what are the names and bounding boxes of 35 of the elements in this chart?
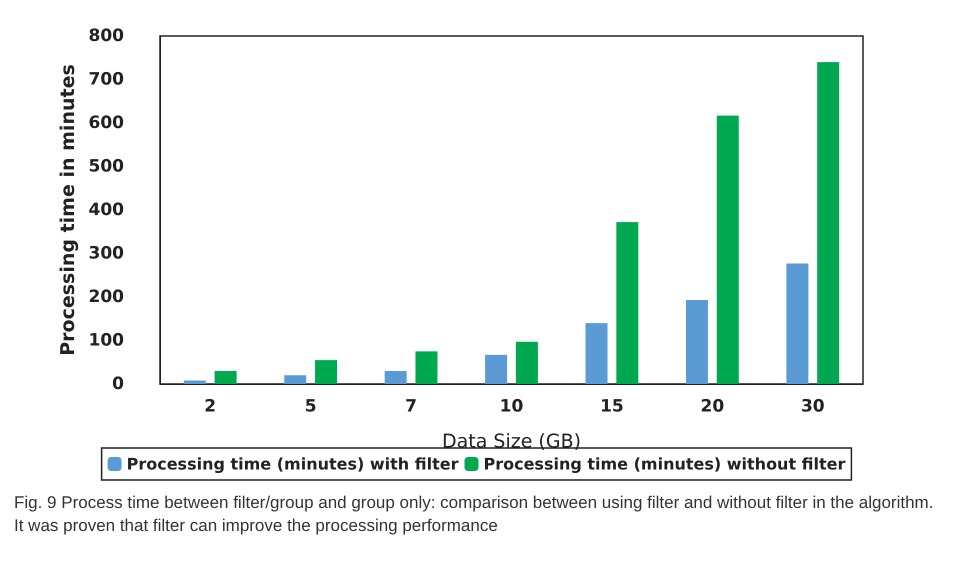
x-tick-label: 2 xyxy=(204,396,216,416)
legend-label: Processing time (minutes) with filter xyxy=(126,454,459,474)
legend-label: Processing time (minutes) without filter xyxy=(483,454,846,474)
y-tick-label: 700 xyxy=(88,70,124,90)
caption: Fig. 9 Process time between filter/group and group only: comparison between using filter and without filter in the algorithm. It was proven that filter can improve the processing performance xyxy=(14,492,934,537)
y-tick-label: 400 xyxy=(88,200,124,220)
x-axis-title: Data Size (GB) xyxy=(442,430,582,452)
y-tick-label: 600 xyxy=(88,113,124,133)
bar xyxy=(315,360,338,384)
x-tick-label: 15 xyxy=(600,396,624,416)
x-tick-label: 10 xyxy=(500,396,524,416)
bar xyxy=(516,342,538,384)
bar xyxy=(586,323,608,384)
bar xyxy=(284,375,306,384)
x-tick-label: 30 xyxy=(800,396,825,416)
bar xyxy=(184,380,206,384)
y-tick-label: 500 xyxy=(88,156,124,176)
bar xyxy=(384,370,407,384)
bar xyxy=(616,222,638,384)
bar xyxy=(817,62,840,384)
y-tick-label: 300 xyxy=(88,244,124,264)
bar xyxy=(786,264,808,384)
y-tick-label: 0 xyxy=(112,374,124,394)
bar xyxy=(485,354,508,384)
y-tick-label: 800 xyxy=(88,26,124,46)
y-tick-label: 200 xyxy=(88,287,124,307)
x-tick-label: 5 xyxy=(304,396,317,416)
bar xyxy=(415,351,438,384)
x-tick-label: 7 xyxy=(405,396,417,416)
bar xyxy=(716,116,739,384)
bar xyxy=(686,300,708,384)
bar xyxy=(214,370,237,384)
x-tick-label: 20 xyxy=(700,396,724,416)
y-axis-title: Processing time in minutes xyxy=(57,64,80,356)
y-tick-label: 100 xyxy=(88,330,124,350)
